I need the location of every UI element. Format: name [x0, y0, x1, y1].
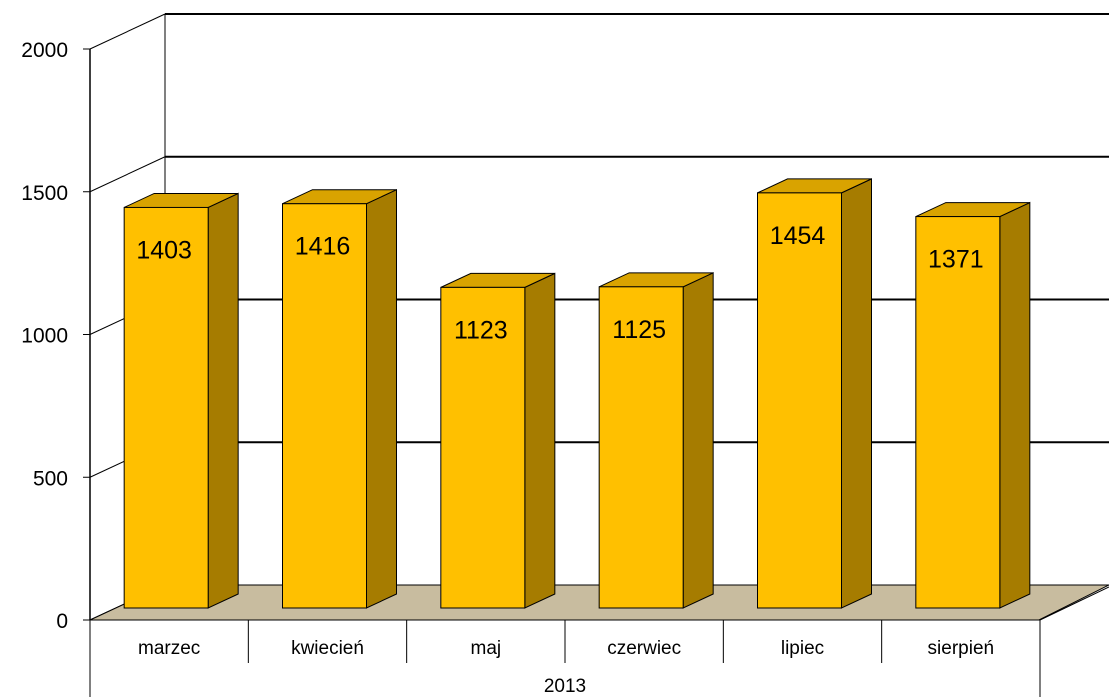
bar-side-2	[524, 272, 556, 609]
wall-tick-2000	[89, 13, 166, 50]
ytick-label-1500: 1500	[21, 182, 68, 205]
data-label-4: 1454	[770, 222, 826, 250]
category-label-5: sierpień	[928, 638, 995, 659]
bars	[123, 178, 1031, 609]
data-label-1: 1416	[295, 233, 351, 261]
ytick-label-0: 0	[56, 610, 68, 633]
category-label-4: lipiec	[781, 638, 824, 659]
ytick-label-1000: 1000	[21, 325, 68, 348]
y-axis: 0 500 1000 1500 2000	[21, 39, 91, 633]
bar-sierpień	[915, 216, 1001, 609]
ytick-label-2000: 2000	[21, 39, 68, 62]
bar-kwiecień	[282, 203, 367, 609]
bar-side-4	[841, 178, 872, 609]
data-labels: 1403 1416 1123 1125 1454 1371	[136, 222, 983, 345]
category-label-2: maj	[471, 638, 502, 659]
category-label-0: marzec	[138, 638, 200, 659]
x-axis-table: marzec kwiecień maj czerwiec lipiec sierpień 2…	[89, 586, 1109, 697]
bar-side-3	[682, 272, 714, 609]
wall-tick-1500	[89, 156, 166, 193]
bar-lipiec	[757, 192, 842, 609]
group-label: 2013	[544, 676, 586, 697]
ytick-label-500: 500	[33, 467, 68, 490]
category-label-3: czerwiec	[607, 638, 681, 659]
data-label-2: 1123	[454, 316, 508, 344]
bar-side-5	[999, 201, 1031, 609]
data-label-3: 1125	[612, 316, 666, 344]
category-label-1: kwiecień	[291, 638, 364, 659]
data-label-5: 1371	[928, 246, 984, 274]
bar-marzec	[123, 206, 209, 609]
data-label-0: 1403	[136, 236, 192, 264]
bar-czerwiec	[598, 286, 684, 609]
bar-maj	[440, 286, 526, 609]
bar-side-0	[207, 192, 239, 609]
bar-side-1	[366, 188, 397, 609]
floor-right-edge	[1039, 586, 1109, 621]
